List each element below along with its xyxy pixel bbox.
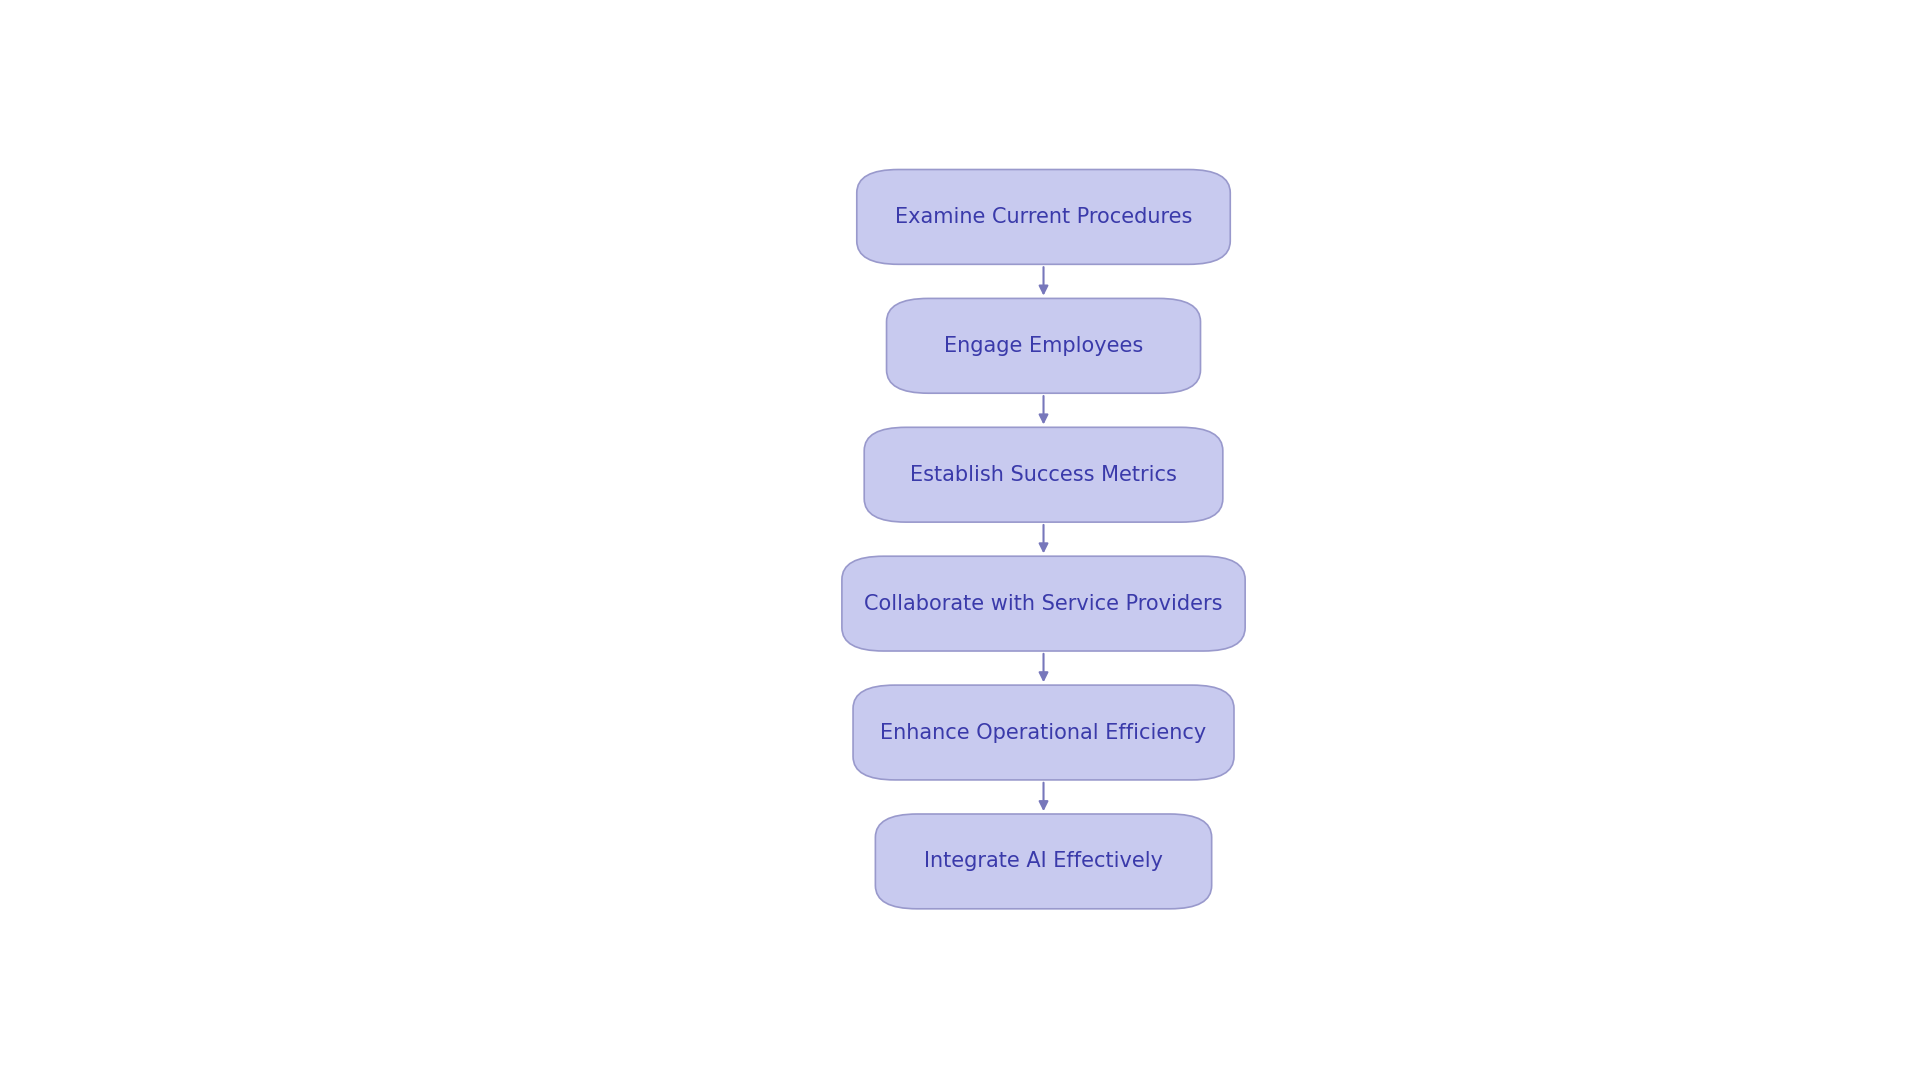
Text: Integrate AI Effectively: Integrate AI Effectively (924, 851, 1164, 872)
Text: Enhance Operational Efficiency: Enhance Operational Efficiency (881, 723, 1206, 743)
Text: Collaborate with Service Providers: Collaborate with Service Providers (864, 594, 1223, 613)
Text: Establish Success Metrics: Establish Success Metrics (910, 464, 1177, 485)
FancyBboxPatch shape (841, 556, 1246, 651)
FancyBboxPatch shape (887, 298, 1200, 393)
FancyBboxPatch shape (856, 170, 1231, 265)
FancyBboxPatch shape (876, 814, 1212, 908)
Text: Examine Current Procedures: Examine Current Procedures (895, 207, 1192, 227)
FancyBboxPatch shape (864, 428, 1223, 522)
FancyBboxPatch shape (852, 685, 1235, 780)
Text: Engage Employees: Engage Employees (945, 336, 1142, 355)
